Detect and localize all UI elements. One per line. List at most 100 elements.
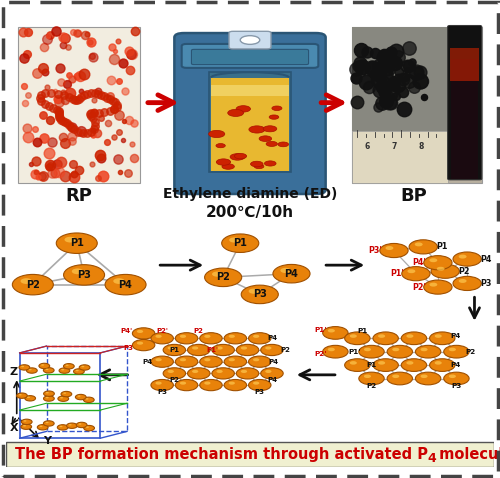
Point: [400, 105, 408, 113]
Text: P4: P4: [451, 362, 461, 368]
Circle shape: [265, 347, 272, 349]
Point: [58, 88, 66, 96]
Point: [47, 89, 55, 97]
Point: [126, 66, 134, 74]
Circle shape: [41, 364, 44, 366]
Circle shape: [204, 335, 210, 338]
FancyBboxPatch shape: [448, 25, 482, 180]
Point: [384, 59, 392, 66]
FancyBboxPatch shape: [352, 131, 448, 183]
Text: P2': P2': [156, 328, 168, 335]
Point: [114, 128, 122, 136]
Circle shape: [387, 345, 412, 358]
Point: [22, 50, 30, 58]
Point: [94, 87, 102, 95]
Point: [358, 63, 366, 71]
Point: [387, 67, 395, 75]
Circle shape: [249, 126, 265, 133]
Circle shape: [228, 109, 244, 117]
Circle shape: [236, 344, 259, 356]
Point: [410, 83, 418, 91]
Point: [31, 125, 39, 133]
Text: P4': P4': [412, 258, 426, 267]
Point: [396, 69, 404, 76]
Circle shape: [212, 368, 234, 379]
Point: [130, 154, 138, 162]
Point: [32, 69, 40, 77]
Point: [73, 29, 81, 37]
Circle shape: [406, 361, 414, 365]
Point: [380, 88, 388, 96]
Circle shape: [86, 426, 89, 428]
Point: [95, 109, 103, 117]
Circle shape: [224, 333, 246, 344]
FancyBboxPatch shape: [352, 27, 448, 131]
Point: [88, 109, 96, 117]
Point: [41, 68, 49, 76]
Circle shape: [76, 422, 87, 428]
Point: [394, 82, 402, 89]
Circle shape: [151, 333, 174, 344]
Point: [398, 88, 406, 96]
FancyBboxPatch shape: [182, 44, 318, 68]
Circle shape: [359, 372, 384, 385]
Circle shape: [322, 326, 348, 339]
Circle shape: [204, 381, 210, 385]
Circle shape: [378, 361, 385, 365]
Text: 6: 6: [364, 141, 370, 151]
Text: P2: P2: [26, 280, 40, 290]
Point: [384, 53, 392, 60]
FancyBboxPatch shape: [208, 72, 292, 172]
Point: [127, 50, 135, 58]
Point: [34, 138, 42, 146]
Text: P4: P4: [451, 333, 461, 339]
Point: [72, 96, 80, 104]
Text: P2: P2: [465, 348, 475, 355]
Circle shape: [200, 356, 222, 367]
Point: [64, 43, 72, 51]
Point: [52, 28, 60, 35]
Point: [404, 77, 412, 85]
Point: [68, 123, 76, 131]
Circle shape: [64, 265, 104, 285]
Point: [24, 28, 32, 35]
Point: [66, 89, 74, 97]
Point: [394, 54, 402, 61]
Point: [38, 91, 46, 99]
Point: [97, 154, 105, 162]
Text: P3: P3: [452, 383, 462, 389]
Circle shape: [240, 36, 260, 44]
Circle shape: [156, 335, 162, 338]
Point: [48, 139, 56, 146]
Point: [116, 111, 124, 119]
Point: [394, 75, 402, 82]
Circle shape: [364, 374, 371, 378]
Point: [97, 114, 105, 122]
Circle shape: [222, 234, 259, 252]
Circle shape: [163, 344, 186, 356]
Point: [70, 28, 78, 35]
Circle shape: [260, 368, 283, 379]
Circle shape: [364, 348, 371, 351]
Circle shape: [453, 252, 482, 266]
Circle shape: [24, 420, 26, 422]
Point: [77, 127, 85, 135]
Circle shape: [40, 425, 42, 427]
Circle shape: [344, 332, 370, 345]
Text: P3: P3: [157, 389, 167, 395]
Text: molecules: molecules: [434, 447, 500, 462]
Circle shape: [430, 258, 438, 262]
Point: [63, 120, 71, 127]
Text: P1: P1: [234, 238, 247, 248]
Point: [23, 124, 31, 131]
Circle shape: [344, 359, 370, 371]
Circle shape: [350, 361, 357, 365]
Circle shape: [424, 256, 452, 270]
Point: [114, 155, 122, 163]
Point: [61, 118, 69, 126]
Circle shape: [21, 366, 24, 367]
Point: [86, 110, 94, 118]
Point: [68, 132, 76, 140]
Point: [380, 51, 388, 58]
Circle shape: [380, 243, 408, 258]
